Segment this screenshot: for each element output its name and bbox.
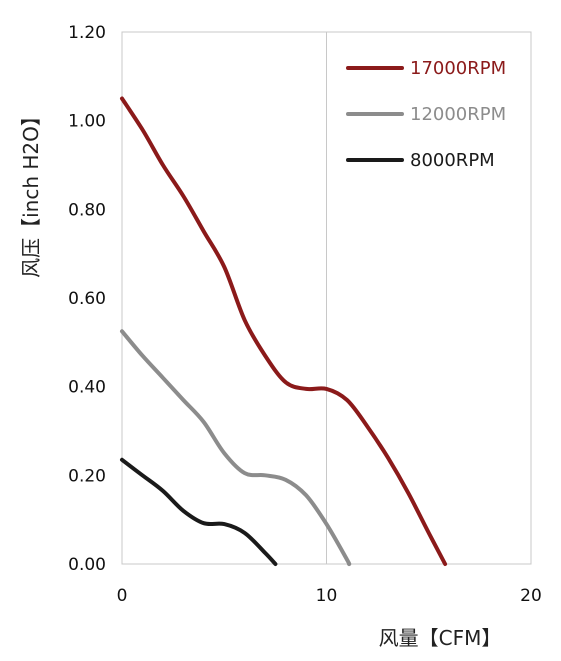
legend: 17000RPM 12000RPM 8000RPM xyxy=(346,58,506,171)
y-tick-labels: 0.00 0.20 0.40 0.60 0.80 1.00 1.20 xyxy=(68,23,106,575)
y-axis-title: 风压【inch H2O】 xyxy=(19,106,43,278)
y-tick-label: 1.20 xyxy=(68,23,106,43)
y-tick-label: 0.40 xyxy=(68,378,106,398)
series-line-12000rpm xyxy=(120,329,352,567)
series-layer xyxy=(120,96,448,567)
x-tick-label: 10 xyxy=(316,586,338,606)
series-line-17000rpm xyxy=(120,96,448,566)
x-axis-title: 风量【CFM】 xyxy=(379,626,502,650)
legend-label-8000rpm: 8000RPM xyxy=(410,150,495,171)
x-tick-label: 20 xyxy=(520,586,542,606)
y-tick-label: 0.20 xyxy=(68,466,106,486)
series-line-8000rpm xyxy=(120,457,278,566)
y-tick-label: 1.00 xyxy=(68,112,106,132)
y-tick-label: 0.00 xyxy=(68,555,106,575)
y-tick-label: 0.80 xyxy=(68,200,106,220)
x-tick-labels: 0 10 20 xyxy=(117,586,542,606)
legend-label-17000rpm: 17000RPM xyxy=(410,58,506,79)
y-tick-label: 0.60 xyxy=(68,289,106,309)
legend-label-12000rpm: 12000RPM xyxy=(410,104,506,125)
grid-layer xyxy=(121,32,532,564)
x-tick-label: 0 xyxy=(117,586,128,606)
